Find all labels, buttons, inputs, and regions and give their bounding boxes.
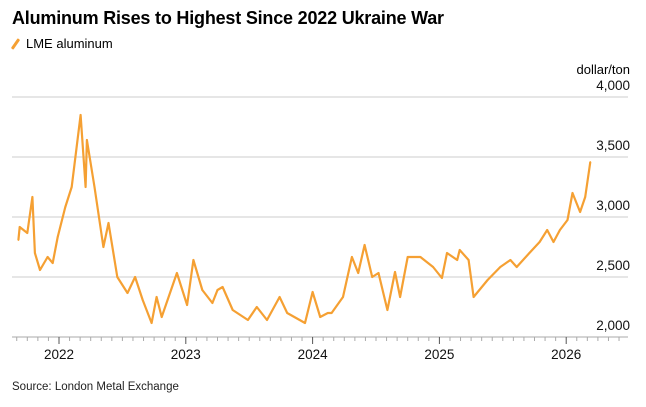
- data-point: [286, 312, 289, 314]
- data-point: [211, 302, 214, 304]
- data-point: [31, 196, 34, 198]
- data-point: [102, 246, 105, 248]
- data-point: [571, 192, 574, 194]
- data-point: [486, 279, 489, 281]
- data-point: [255, 306, 258, 308]
- data-point: [386, 309, 389, 311]
- source-note: Source: London Metal Exchange: [12, 381, 179, 393]
- data-point: [64, 206, 67, 208]
- data-point: [509, 259, 512, 261]
- data-point: [472, 296, 475, 298]
- data-point: [231, 309, 234, 311]
- data-point: [79, 114, 82, 116]
- data-point: [201, 289, 204, 291]
- y-tick-label: 2,000: [596, 318, 630, 333]
- data-point: [399, 296, 401, 298]
- data-point: [499, 266, 502, 268]
- y-tick-label: 3,000: [596, 198, 630, 213]
- data-point: [85, 139, 88, 141]
- data-point: [192, 259, 195, 261]
- data-point: [56, 236, 59, 238]
- data-point: [342, 296, 344, 298]
- data-point: [319, 316, 322, 318]
- data-point: [371, 276, 374, 278]
- data-point: [579, 211, 582, 213]
- data-point: [311, 291, 314, 293]
- data-point: [70, 186, 73, 188]
- data-point: [34, 252, 36, 254]
- data-point: [552, 241, 555, 243]
- data-point: [46, 256, 49, 258]
- data-point: [419, 256, 422, 258]
- data-point: [351, 256, 353, 258]
- data-point: [176, 272, 178, 274]
- y-tick-label: 3,500: [596, 138, 630, 153]
- data-point: [18, 226, 21, 228]
- data-point: [538, 241, 541, 243]
- data-point: [134, 276, 136, 278]
- data-point: [141, 299, 144, 301]
- x-tick-label: 2024: [298, 347, 329, 362]
- data-point: [266, 319, 268, 321]
- data-point: [528, 252, 531, 254]
- data-point: [155, 296, 158, 298]
- data-point: [566, 219, 569, 221]
- chart-title: Aluminum Rises to Highest Since 2022 Ukr…: [12, 8, 444, 28]
- data-point: [186, 304, 188, 306]
- data-point: [126, 292, 129, 294]
- data-point: [84, 186, 87, 188]
- x-tick-label: 2025: [424, 347, 454, 362]
- data-point: [406, 256, 409, 258]
- data-point: [467, 259, 470, 261]
- data-point: [160, 316, 163, 318]
- data-point: [26, 232, 29, 234]
- x-tick-label: 2023: [171, 347, 201, 362]
- data-point: [546, 229, 549, 231]
- y-axis-unit-label: dollar/ton: [577, 62, 630, 77]
- data-point: [93, 186, 96, 188]
- x-tick-label: 2026: [551, 347, 581, 362]
- data-point: [558, 229, 561, 231]
- data-point: [326, 312, 329, 314]
- data-point: [456, 259, 459, 261]
- data-point: [357, 272, 360, 274]
- data-point: [330, 312, 333, 314]
- data-point: [17, 239, 20, 241]
- data-point: [216, 289, 219, 291]
- data-point: [432, 266, 434, 268]
- data-point: [363, 244, 366, 246]
- data-point: [247, 319, 249, 321]
- data-point: [221, 286, 224, 288]
- y-tick-label: 4,000: [596, 78, 630, 93]
- data-point: [304, 322, 306, 324]
- data-point: [107, 222, 110, 224]
- x-tick-label: 2022: [44, 347, 74, 362]
- data-point: [589, 161, 592, 163]
- data-point: [515, 266, 518, 268]
- legend: LME aluminum: [10, 36, 113, 51]
- legend-label: LME aluminum: [26, 36, 113, 51]
- data-point: [584, 196, 587, 198]
- data-point: [51, 262, 54, 264]
- data-point: [278, 296, 281, 298]
- data-point: [39, 269, 41, 271]
- data-point: [458, 249, 461, 251]
- data-point: [446, 252, 448, 254]
- data-point: [377, 272, 380, 274]
- y-tick-label: 2,500: [596, 258, 630, 273]
- data-point: [116, 276, 119, 278]
- series-line-lme-aluminum: [17, 113, 592, 325]
- data-point: [150, 322, 153, 324]
- data-point: [441, 277, 443, 279]
- data-point: [394, 271, 396, 273]
